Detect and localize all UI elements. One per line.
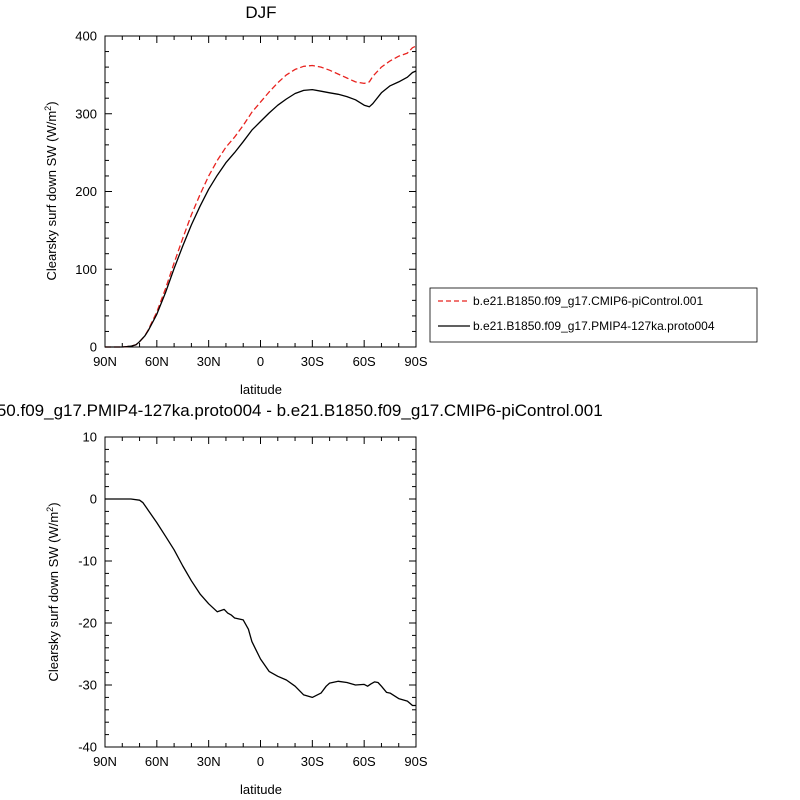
top-plot-title: DJF	[245, 3, 276, 22]
bottom-y-tick-label: -40	[78, 740, 97, 755]
top-plot-area: 90N 60N 30N 0 30S 60S 90S 0 100 200 300 400	[75, 29, 428, 370]
bottom-y-tick-label: 0	[90, 492, 97, 507]
bottom-y-tick-label: -20	[78, 616, 97, 631]
top-y-axis-label: Clearsky surf down SW (W/m2)	[43, 101, 59, 280]
legend-label-picontrol: b.e21.B1850.f09_g17.CMIP6-piControl.001	[473, 294, 703, 308]
top-y-tick-label: 0	[90, 340, 97, 355]
top-y-tick-label: 200	[75, 184, 97, 199]
top-x-tick-label: 90N	[93, 354, 117, 369]
bottom-series-line-0	[105, 498, 416, 707]
bottom-plot-area: 90N 60N 30N 0 30S 60S 90S 10 0 -10 -20 -30 -40	[78, 430, 428, 770]
top-y-tick-label: 100	[75, 262, 97, 277]
top-y-tick-label: 300	[75, 106, 97, 121]
bottom-y-tick-label: -30	[78, 678, 97, 693]
bottom-x-tick-label: 60S	[353, 754, 376, 769]
legend-box	[429, 287, 758, 343]
bottom-panel: b.e21.B1850.f09_g17.PMIP4-127ka.proto004…	[0, 401, 603, 797]
bottom-x-tick-label: 90N	[93, 754, 117, 769]
bottom-y-axis-label: Clearsky surf down SW (W/m2)	[45, 502, 61, 681]
top-series-line-1	[105, 70, 417, 348]
bottom-y-tick-label: -10	[78, 554, 97, 569]
top-x-tick-label: 0	[257, 354, 264, 369]
top-y-tick-label: 400	[75, 29, 97, 44]
top-x-tick-label: 60N	[145, 354, 169, 369]
bottom-plot-frame	[104, 436, 417, 748]
bottom-x-tick-label: 90S	[404, 754, 427, 769]
bottom-plot-title: b.e21.B1850.f09_g17.PMIP4-127ka.proto004…	[0, 401, 603, 420]
bottom-x-axis-label: latitude	[240, 782, 282, 797]
top-x-axis-label: latitude	[240, 382, 282, 397]
top-x-tick-label: 60S	[353, 354, 376, 369]
top-plot-frame	[104, 35, 417, 348]
legend: b.e21.B1850.f09_g17.CMIP6-piControl.001 …	[429, 287, 758, 343]
bottom-x-tick-label: 60N	[145, 754, 169, 769]
bottom-x-tick-label: 30S	[301, 754, 324, 769]
legend-label-127ka: b.e21.B1850.f09_g17.PMIP4-127ka.proto004	[473, 319, 715, 333]
top-series-line-0	[105, 45, 417, 348]
bottom-y-tick-label: 10	[83, 430, 97, 445]
top-panel: DJF 90N 60N 30N 0 30S 60S 90S 0 100 200 300 400 lat…	[43, 3, 428, 397]
bottom-x-tick-label: 30N	[197, 754, 221, 769]
top-x-tick-label: 30N	[197, 354, 221, 369]
top-x-tick-label: 90S	[404, 354, 427, 369]
bottom-x-tick-label: 0	[257, 754, 264, 769]
top-x-tick-label: 30S	[301, 354, 324, 369]
